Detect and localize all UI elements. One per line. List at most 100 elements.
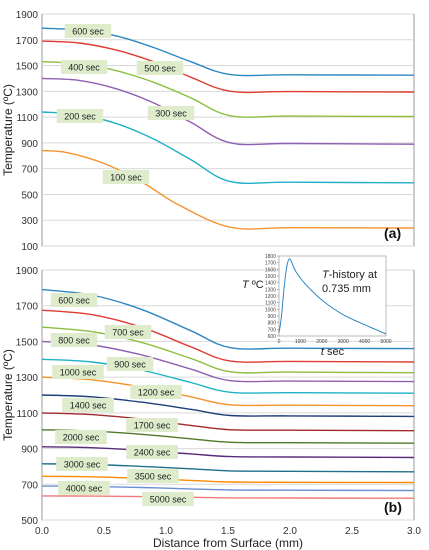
panel-b-series-label-text: 1700 sec — [134, 421, 171, 431]
panel-b-series-label-1200-sec: 1200 sec — [130, 385, 182, 399]
panel-a-series-label-text: 600 sec — [72, 27, 104, 37]
panel-b-series-label-bg — [62, 398, 114, 412]
panel-b-y-axis-label: Temperature (ºC) — [1, 349, 15, 441]
panel-b-series-label-900-sec: 900 sec — [106, 357, 154, 371]
panel-b-series-label-bg — [55, 430, 107, 444]
panel-b-series-label-text: 3500 sec — [135, 472, 172, 482]
panel-b-series-1000-sec — [41, 358, 415, 394]
panel-b-label: (b) — [384, 499, 402, 515]
inset-y-tick-label: 1600 — [265, 267, 276, 273]
panel-a-series-label-bg — [56, 109, 104, 123]
inset-y-tick-label: 1800 — [265, 254, 276, 260]
panel-b-x-tick-label: 2.5 — [345, 526, 359, 537]
panel-a-frame — [41, 13, 415, 247]
panel-b-series-label-800-sec: 800 sec — [50, 333, 98, 347]
panel-b-series-1700-sec — [41, 412, 415, 432]
inset-title-line1: T-history at — [322, 269, 377, 281]
panel-b-x-axis-label: Distance from Surface (mm) — [153, 536, 303, 550]
inset-y-tick-label: 900 — [268, 314, 277, 320]
panel-b-y-tick-label: 900 — [21, 445, 38, 456]
inset-x-tick-label: 2000 — [316, 339, 327, 345]
inset-x-label-symbol: t — [321, 346, 325, 358]
panel-b-series-label-5000-sec: 5000 sec — [142, 492, 194, 506]
panel-b-series-label-2400-sec: 2400 sec — [126, 445, 178, 459]
panel-b-series-label-text: 1400 sec — [70, 401, 107, 411]
panel-b-series-label-text: 4000 sec — [66, 484, 103, 494]
inset-y-label-unit: ºC — [249, 279, 264, 291]
inset-x-tick-label: 1000 — [295, 339, 306, 345]
panel-b-series-3500-sec — [41, 475, 415, 484]
inset-x-tick-label: 4000 — [359, 339, 370, 345]
panel-a-series-label-text: 500 sec — [144, 64, 176, 74]
panel-b-series-label-4000-sec: 4000 sec — [58, 481, 110, 495]
panel-b-x-tick-label: 3.0 — [407, 526, 421, 537]
inset-y-tick-label: 700 — [268, 327, 277, 333]
panel-b-y-tick-label: 700 — [21, 480, 38, 491]
panel-b-series-label-600-sec: 600 sec — [50, 293, 98, 307]
inset-title-text: -history at — [329, 269, 377, 281]
panel-a-y-tick-label: 500 — [21, 190, 38, 201]
panel-b-series-labels: 600 sec 700 sec 800 sec 900 sec 1000 sec 1200… — [50, 293, 194, 506]
panel-a: 100 300 500 700 900 1100 1300 1500 1700 1900 600 … — [1, 10, 415, 253]
panel-b-series-label-1700-sec: 1700 sec — [126, 418, 178, 432]
panel-b-series-label-bg — [130, 385, 182, 399]
inset-series-line — [278, 258, 387, 335]
panel-a-series-label-bg — [102, 170, 150, 184]
panel-b-y-ticks: 500 700 900 1100 1300 1500 1700 1900 — [16, 266, 39, 527]
inset-y-tick-label: 600 — [268, 334, 277, 340]
panel-b-series-label-bg — [126, 445, 178, 459]
panel-b-series-label-bg — [52, 365, 104, 379]
panel-a-y-tick-label: 700 — [21, 165, 38, 176]
inset-series — [278, 258, 387, 335]
panel-b-series-700-sec — [41, 309, 415, 363]
panel-b-series-label-text: 800 sec — [58, 336, 90, 346]
panel-b-x-tick-label: 0.5 — [97, 526, 111, 537]
panel-b-series-label-bg — [56, 457, 108, 471]
panel-b-series-label-bg — [127, 469, 179, 483]
inset-x-axis-label: t sec — [321, 346, 345, 358]
inset-x-ticks: 0 1000 2000 3000 4000 5000 — [278, 339, 392, 345]
panel-b-x-tick-label: 1.5 — [221, 526, 235, 537]
inset-y-tick-label: 1000 — [265, 307, 276, 313]
panel-a-series-label-200-sec: 200 sec — [56, 109, 104, 123]
inset-y-tick-label: 1400 — [265, 281, 276, 287]
panel-b-series-label-700-sec: 700 sec — [104, 325, 152, 339]
panel-b-y-tick-label: 1100 — [16, 409, 38, 420]
panel-b-series-label-text: 1000 sec — [60, 368, 97, 378]
panel-a-series-labels: 600 sec 500 sec 400 sec 300 sec 200 sec 100 s… — [56, 24, 195, 184]
panel-a-series-label-text: 400 sec — [68, 63, 100, 73]
panel-b-y-tick-label: 1500 — [16, 337, 39, 348]
panel-b-series-5000-sec — [41, 495, 415, 499]
panel-b-series-1200-sec — [41, 376, 415, 407]
panel-a-series-label-300-sec: 300 sec — [147, 106, 195, 120]
panel-a-y-tick-label: 300 — [21, 216, 38, 227]
panel-b-series-label-bg — [126, 418, 178, 432]
inset-y-tick-label: 1200 — [265, 294, 276, 300]
panel-b-x-tick-label: 1.0 — [159, 526, 173, 537]
inset-y-tick-label: 1500 — [265, 274, 276, 280]
panel-b-series-label-bg — [50, 293, 98, 307]
panel-b-series-800-sec — [41, 326, 415, 374]
inset-x-tick-label: 0 — [278, 339, 281, 345]
inset-x-tick-label: 5000 — [380, 339, 391, 345]
panel-b-series-label-2000-sec: 2000 sec — [55, 430, 107, 444]
panel-a-series-label-text: 100 sec — [110, 173, 142, 183]
panel-b-series-label-text: 2000 sec — [63, 433, 100, 443]
panel-b-series-label-1000-sec: 1000 sec — [52, 365, 104, 379]
panel-a-y-tick-label: 100 — [21, 242, 38, 253]
panel-a-series-100-sec — [41, 149, 415, 230]
panel-b-x-tick-label: 2.0 — [283, 526, 297, 537]
panel-a-series-label-600-sec: 600 sec — [64, 24, 112, 38]
panel-a-y-tick-label: 1900 — [16, 10, 39, 21]
panel-b-y-tick-label: 1700 — [16, 302, 39, 313]
inset-y-tick-label: 1700 — [265, 261, 276, 267]
inset-title-symbol: T — [322, 269, 330, 281]
inset-x-tick-label: 3000 — [338, 339, 349, 345]
panel-b-series-label-1400-sec: 1400 sec — [62, 398, 114, 412]
panel-b-series-label-bg — [50, 333, 98, 347]
inset-y-tick-label: 800 — [268, 321, 277, 327]
panel-b-series-label-bg — [106, 357, 154, 371]
panel-a-series-label-text: 200 sec — [64, 112, 96, 122]
panel-b-y-tick-label: 500 — [21, 516, 38, 527]
